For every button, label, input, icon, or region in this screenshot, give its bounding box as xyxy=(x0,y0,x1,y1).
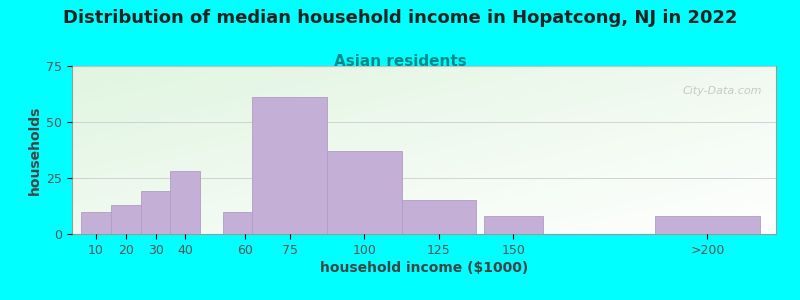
Bar xyxy=(141,191,170,234)
Y-axis label: households: households xyxy=(28,105,42,195)
Text: City-Data.com: City-Data.com xyxy=(682,86,762,96)
Text: Distribution of median household income in Hopatcong, NJ in 2022: Distribution of median household income … xyxy=(62,9,738,27)
Bar xyxy=(327,151,402,234)
X-axis label: household income ($1000): household income ($1000) xyxy=(320,261,528,275)
Bar xyxy=(170,171,200,234)
Bar xyxy=(655,216,759,234)
Bar xyxy=(402,200,476,234)
Bar xyxy=(222,212,267,234)
Bar xyxy=(110,205,141,234)
Text: Asian residents: Asian residents xyxy=(334,54,466,69)
Bar xyxy=(81,212,110,234)
Bar xyxy=(484,216,543,234)
Bar xyxy=(253,98,327,234)
